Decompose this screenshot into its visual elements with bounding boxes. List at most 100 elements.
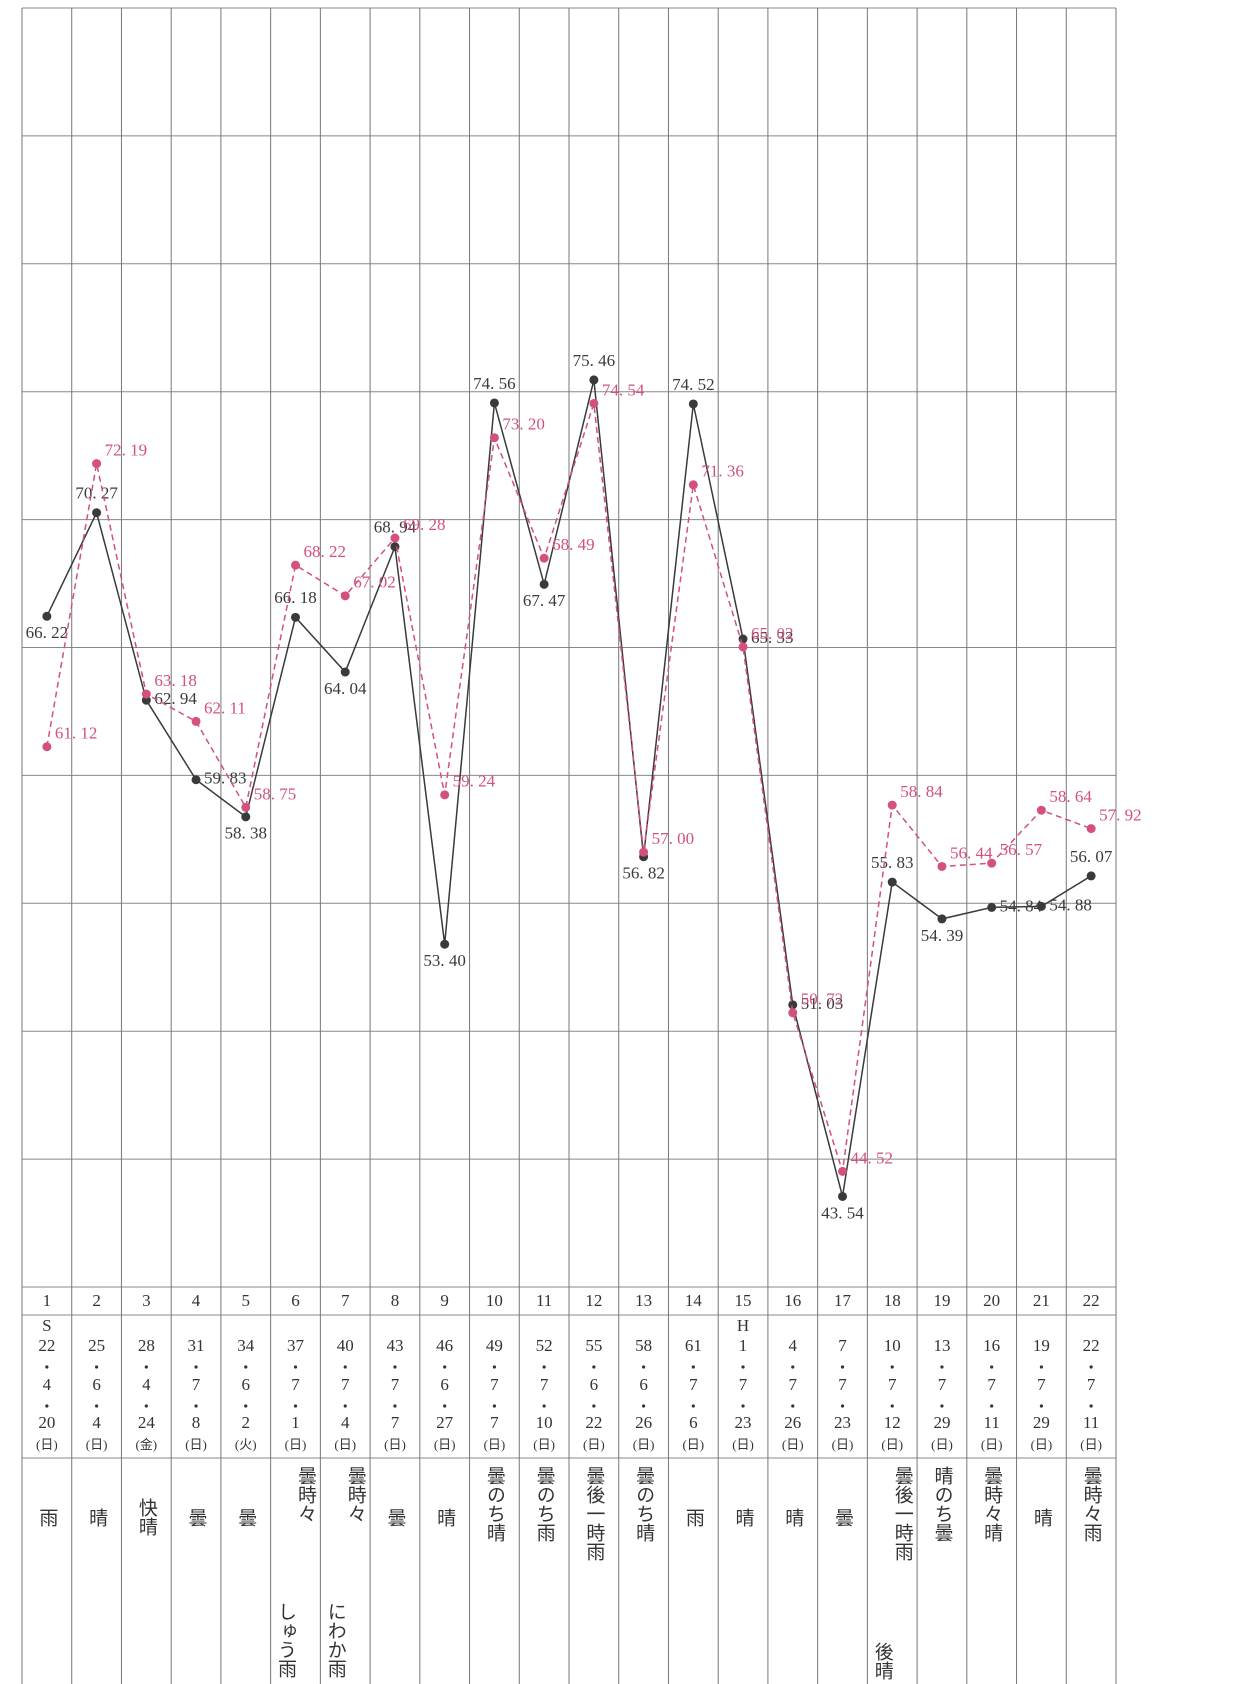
month-label: 7: [689, 1375, 698, 1394]
separator: [492, 1365, 497, 1369]
separator: [641, 1365, 646, 1369]
month-label: 7: [1087, 1375, 1096, 1394]
day-label: 2: [242, 1413, 251, 1432]
data-label: 51. 03: [801, 994, 844, 1013]
year-label: 34: [237, 1336, 255, 1355]
data-point: [390, 533, 400, 543]
data-label: 69. 28: [403, 515, 446, 534]
data-point: [42, 742, 52, 752]
data-label: 54. 39: [921, 926, 964, 945]
data-point: [141, 689, 151, 699]
category-label: 5: [242, 1291, 251, 1310]
weather-label: 曇時々晴: [981, 1466, 1003, 1542]
month-label: 7: [938, 1375, 947, 1394]
category-label: 13: [635, 1291, 652, 1310]
day-label: 11: [983, 1413, 999, 1432]
weather-label: 曇のち雨: [534, 1466, 556, 1542]
category-label: 19: [933, 1291, 950, 1310]
separator: [94, 1365, 99, 1369]
day-label: 6: [689, 1413, 698, 1432]
data-label: 64. 04: [324, 679, 367, 698]
day-label: 11: [1083, 1413, 1099, 1432]
month-label: 7: [838, 1375, 847, 1394]
data-point: [92, 508, 102, 518]
separator: [990, 1365, 994, 1369]
separator: [890, 1365, 894, 1369]
separator: [194, 1404, 198, 1408]
data-label: 66. 22: [26, 623, 69, 642]
month-label: 7: [192, 1375, 201, 1394]
day-label: 1: [291, 1413, 300, 1432]
category-label: 1: [43, 1291, 52, 1310]
data-point: [688, 480, 698, 490]
data-point: [738, 642, 748, 652]
separator: [592, 1404, 596, 1408]
weather-label: 曇時々: [345, 1466, 367, 1523]
data-label: 74. 56: [473, 374, 516, 393]
data-point: [639, 847, 649, 857]
data-point: [887, 800, 897, 810]
separator: [293, 1404, 298, 1408]
weekday-label: (日): [931, 1437, 953, 1452]
day-label: 27: [436, 1413, 454, 1432]
weekday-label: (日): [1080, 1437, 1102, 1452]
data-point: [539, 579, 549, 589]
weekday-label: (日): [881, 1437, 903, 1452]
weekday-label: (日): [682, 1437, 704, 1452]
era-label: H: [737, 1316, 749, 1335]
day-label: 4: [341, 1413, 350, 1432]
month-label: 4: [43, 1375, 52, 1394]
category-label: 17: [834, 1291, 852, 1310]
separator: [1089, 1365, 1093, 1369]
data-label: 59. 24: [453, 772, 496, 791]
separator: [343, 1404, 347, 1408]
year-label: 25: [88, 1336, 105, 1355]
weekday-label: (日): [86, 1437, 108, 1452]
weekday-label: (金): [135, 1437, 157, 1452]
weather-label: 雨: [36, 1508, 57, 1527]
weekday-label: (日): [583, 1437, 605, 1452]
separator: [393, 1365, 397, 1369]
data-point: [191, 775, 201, 785]
year-label: 10: [884, 1336, 901, 1355]
year-label: 22: [1083, 1336, 1100, 1355]
month-label: 7: [540, 1375, 549, 1394]
data-label: 66. 18: [274, 588, 317, 607]
data-label: 63. 18: [154, 671, 197, 690]
month-label: 7: [291, 1375, 300, 1394]
separator: [244, 1365, 248, 1369]
weather-label: 曇時々雨: [1081, 1466, 1103, 1542]
weather-label: 曇: [384, 1508, 406, 1527]
weather-label: 曇のち晴: [484, 1466, 506, 1542]
day-label: 7: [490, 1413, 499, 1432]
weekday-label: (日): [1031, 1437, 1053, 1452]
separator: [1089, 1404, 1093, 1408]
weekday-label: (日): [185, 1437, 207, 1452]
data-label: 68. 94: [374, 518, 417, 537]
category-label: 6: [291, 1291, 300, 1310]
data-point: [489, 433, 499, 443]
data-point: [241, 812, 251, 822]
data-label: 44. 52: [851, 1148, 894, 1167]
weekday-label: (日): [384, 1437, 406, 1452]
weekday-label: (火): [235, 1437, 257, 1452]
weekday-label: (日): [782, 1437, 804, 1452]
data-label: 43. 54: [821, 1203, 864, 1222]
separator: [343, 1365, 347, 1369]
data-point: [440, 939, 450, 949]
separator: [144, 1404, 148, 1408]
weekday-label: (日): [981, 1437, 1003, 1452]
data-point: [340, 667, 350, 677]
data-point: [42, 611, 52, 621]
category-label: 22: [1083, 1291, 1100, 1310]
month-label: 7: [391, 1375, 400, 1394]
weather-label: 晴: [1031, 1508, 1052, 1527]
year-label: 16: [983, 1336, 1000, 1355]
category-label: 10: [486, 1291, 503, 1310]
separator: [940, 1365, 944, 1369]
day-label: 26: [635, 1413, 652, 1432]
data-label: 70. 27: [75, 484, 118, 503]
data-point: [340, 591, 350, 601]
data-label: 56. 57: [1000, 840, 1043, 859]
year-label: 37: [287, 1336, 305, 1355]
